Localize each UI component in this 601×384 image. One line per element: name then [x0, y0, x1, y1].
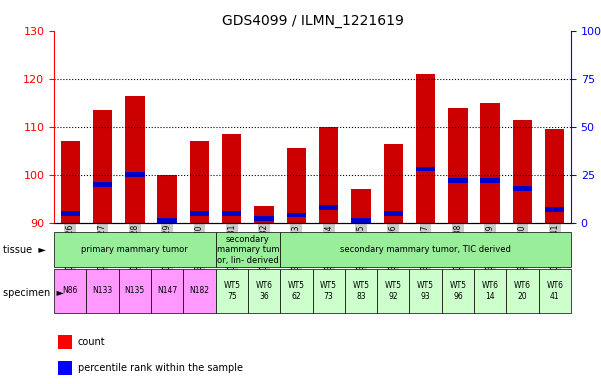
Bar: [118, 269, 151, 313]
Text: WT5
83: WT5 83: [352, 281, 370, 301]
Bar: [351, 218, 371, 223]
Bar: [61, 211, 80, 215]
Bar: [513, 119, 532, 223]
Bar: [538, 269, 571, 313]
Text: secondary mammary tumor, TIC derived: secondary mammary tumor, TIC derived: [340, 245, 511, 254]
Bar: [480, 103, 500, 223]
Bar: [157, 218, 177, 223]
Text: secondary
mammary tum
or, lin- derived: secondary mammary tum or, lin- derived: [217, 235, 279, 265]
Bar: [248, 269, 280, 313]
Bar: [319, 127, 338, 223]
Bar: [383, 211, 403, 215]
Bar: [545, 129, 564, 223]
Bar: [351, 189, 371, 223]
Text: WT5
92: WT5 92: [385, 281, 402, 301]
Bar: [480, 178, 500, 183]
Bar: [254, 206, 273, 223]
Bar: [151, 269, 183, 313]
Bar: [157, 175, 177, 223]
Text: count: count: [78, 337, 105, 347]
Bar: [409, 269, 442, 313]
Text: WT5
73: WT5 73: [320, 281, 337, 301]
Bar: [474, 269, 506, 313]
Text: N182: N182: [189, 286, 210, 295]
Bar: [377, 269, 409, 313]
Text: WT6
41: WT6 41: [546, 281, 563, 301]
Text: WT5
93: WT5 93: [417, 281, 434, 301]
Text: tissue  ►: tissue ►: [3, 245, 46, 255]
Text: specimen  ►: specimen ►: [3, 288, 64, 298]
Text: WT5
62: WT5 62: [288, 281, 305, 301]
Bar: [287, 213, 306, 217]
Bar: [287, 148, 306, 223]
Bar: [345, 269, 377, 313]
Text: N133: N133: [93, 286, 112, 295]
Text: WT6
36: WT6 36: [255, 281, 273, 301]
Bar: [513, 186, 532, 190]
Text: primary mammary tumor: primary mammary tumor: [82, 245, 188, 254]
Bar: [313, 269, 345, 313]
Bar: [416, 167, 435, 171]
Bar: [125, 96, 144, 223]
Bar: [222, 134, 242, 223]
Bar: [216, 232, 280, 267]
Bar: [319, 205, 338, 210]
Bar: [190, 141, 209, 223]
Bar: [61, 141, 80, 223]
Bar: [87, 269, 118, 313]
Bar: [54, 232, 216, 267]
Bar: [254, 217, 273, 221]
Bar: [506, 269, 538, 313]
Text: WT5
96: WT5 96: [450, 281, 466, 301]
Text: N135: N135: [125, 286, 145, 295]
Text: WT5
75: WT5 75: [223, 281, 240, 301]
Bar: [58, 335, 72, 349]
Bar: [448, 108, 468, 223]
Bar: [222, 211, 242, 215]
Text: percentile rank within the sample: percentile rank within the sample: [78, 363, 243, 373]
Bar: [416, 74, 435, 223]
Bar: [383, 144, 403, 223]
Bar: [545, 207, 564, 212]
Bar: [280, 232, 571, 267]
Bar: [442, 269, 474, 313]
Bar: [190, 211, 209, 215]
Bar: [216, 269, 248, 313]
Text: WT6
14: WT6 14: [481, 281, 499, 301]
Title: GDS4099 / ILMN_1221619: GDS4099 / ILMN_1221619: [222, 14, 403, 28]
Bar: [280, 269, 313, 313]
Bar: [54, 269, 87, 313]
Bar: [125, 172, 144, 177]
Bar: [183, 269, 216, 313]
Text: N86: N86: [63, 286, 78, 295]
Bar: [93, 182, 112, 187]
Text: N147: N147: [157, 286, 177, 295]
Text: WT6
20: WT6 20: [514, 281, 531, 301]
Bar: [448, 178, 468, 183]
Bar: [93, 110, 112, 223]
Bar: [58, 361, 72, 375]
